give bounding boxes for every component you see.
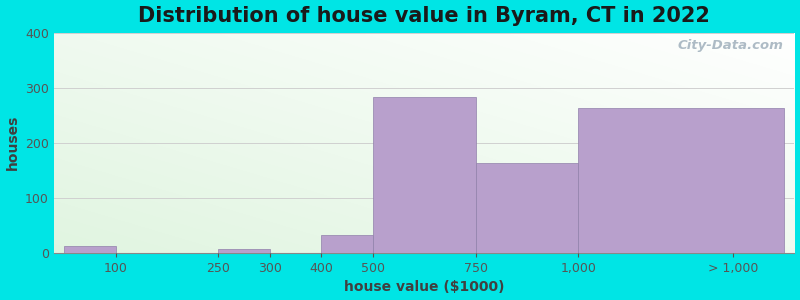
Bar	[322, 235, 373, 253]
X-axis label: house value ($1000): house value ($1000)	[344, 280, 504, 294]
Title: Distribution of house value in Byram, CT in 2022: Distribution of house value in Byram, CT…	[138, 6, 710, 26]
Bar	[475, 163, 578, 253]
Y-axis label: houses: houses	[6, 115, 19, 170]
Text: City-Data.com: City-Data.com	[678, 39, 783, 52]
Bar	[218, 249, 270, 253]
Bar	[578, 108, 784, 253]
Bar	[373, 97, 475, 253]
Bar	[64, 246, 115, 253]
